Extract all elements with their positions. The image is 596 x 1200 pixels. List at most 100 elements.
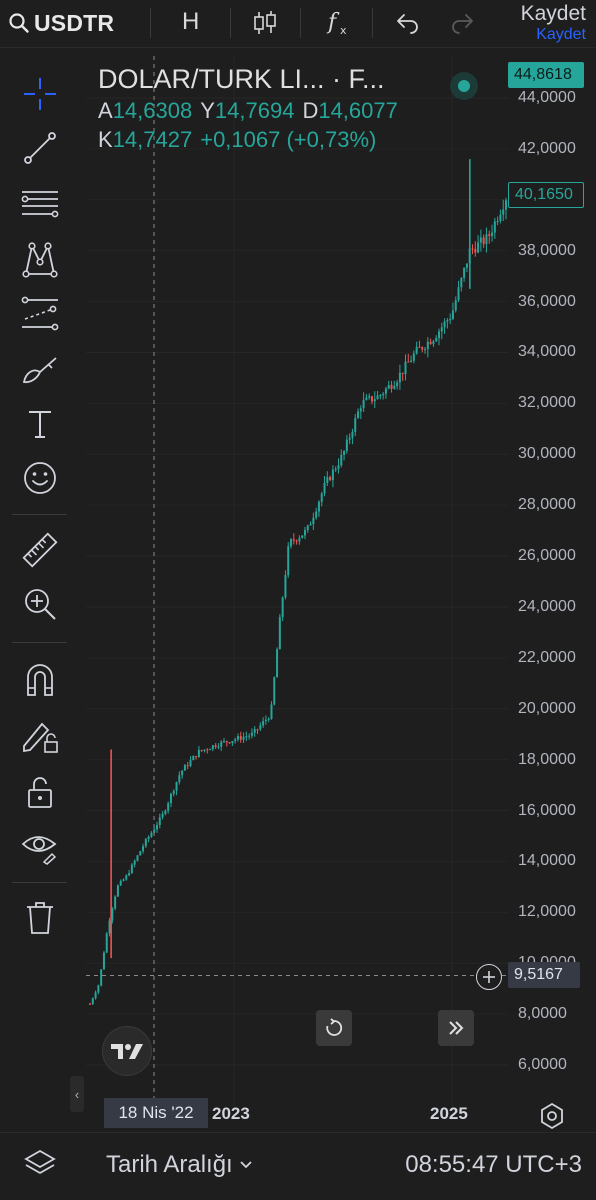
candle-body [384,388,387,394]
candle-body [144,839,147,847]
price-label: 18,0000 [518,750,576,768]
top-toolbar: USDTR H f x Kaydet Kaydet [0,0,596,48]
timezone-clock[interactable]: 08:55:47 UTC+3 [405,1151,582,1178]
tradingview-logo-icon [111,1044,143,1059]
candle-body [315,511,318,518]
double-chevron-right-icon [449,1021,464,1035]
candle-body [320,493,323,502]
candle-body [365,397,368,400]
chart-settings-button[interactable] [538,1102,566,1130]
save-button[interactable]: Kaydet Kaydet [521,2,586,44]
price-label: 38,0000 [518,241,576,259]
lock-drawing-tool[interactable] [16,712,64,760]
collapse-toolbar-button[interactable]: ‹ [70,1076,84,1112]
scroll-to-realtime-button[interactable] [438,1010,474,1046]
date-range-button[interactable]: Tarih Aralığı [106,1151,253,1179]
candle-body [270,704,273,719]
candle-body [306,525,309,531]
candle-body [128,873,131,876]
redo-button[interactable] [446,6,480,40]
candle-body [161,813,164,818]
candle-body [220,741,223,747]
candle-body [292,539,295,541]
price-label: 28,0000 [518,496,576,514]
toolbar-divider [12,514,67,515]
candle-body [451,310,454,319]
crosshair-tool[interactable] [16,70,64,118]
candle-body [150,832,153,837]
candle-body [317,501,320,512]
layers-icon [24,1149,56,1175]
price-label: 34,0000 [518,343,576,361]
fib-levels-icon [21,191,59,218]
candle-body [477,242,480,253]
hide-drawings-tool[interactable] [16,822,64,870]
candle-body [116,885,119,897]
trend-line-tool[interactable] [16,124,64,172]
candle-body [209,749,212,751]
last-price-tag: 40,1650 [508,182,584,208]
pattern-tool[interactable] [16,236,64,284]
lock-all-tool[interactable] [16,768,64,816]
candle-body [343,451,346,455]
candle-body [326,477,329,483]
tradingview-logo[interactable] [102,1026,152,1076]
brush-tool[interactable] [16,346,64,394]
forecast-tool[interactable] [16,290,64,338]
candle-body [122,879,125,881]
crosshair-time-tag: 18 Nis '22 [104,1098,208,1128]
candle-body [368,396,371,398]
emoji-icon [24,462,56,494]
lock-icon [28,777,52,808]
candle-body [463,267,466,279]
candle-body [312,517,315,525]
candle-body [102,952,105,970]
candle-body [407,361,410,363]
search-icon [9,13,29,33]
candle-body [133,860,136,865]
zoom-in-tool[interactable] [16,580,64,628]
candle-body [186,765,189,767]
reset-chart-button[interactable] [316,1010,352,1046]
market-status-icon[interactable] [450,72,478,100]
remove-drawings-tool[interactable] [16,894,64,942]
add-alert-button[interactable] [476,964,502,990]
candle-body [404,361,407,374]
candle-body [329,477,332,481]
undo-button[interactable] [390,6,424,40]
text-tool[interactable] [16,400,64,448]
candle-body [337,465,340,469]
candle-body [482,237,485,245]
candle-body [89,1003,91,1005]
toolbar-divider [300,8,301,38]
candle-body [267,718,270,720]
price-chart[interactable] [86,56,596,1132]
date-range-label: Tarih Aralığı [106,1151,233,1178]
indicators-button[interactable]: f x [322,6,356,40]
lock-drawing-icon [23,722,58,753]
emoji-tool[interactable] [16,454,64,502]
magnet-tool[interactable] [16,656,64,704]
svg-text:f: f [326,10,340,35]
chart-type-button[interactable] [248,6,282,40]
candle-body [136,855,139,861]
candle-body [491,232,494,236]
object-tree-button[interactable] [22,1147,58,1183]
candle-body [426,341,429,350]
candle-body [130,864,133,874]
svg-text:x: x [340,24,347,37]
candle-body [295,540,298,542]
time-label-2025: 2025 [430,1104,468,1123]
symbol-search-button[interactable]: USDTR [8,7,114,39]
timeframe-button[interactable]: H [182,8,200,35]
ruler-tool[interactable] [16,526,64,574]
candle-body [139,851,142,856]
candle-body [309,524,312,526]
crosshair-price-tag: 9,5167 [508,962,580,988]
candle-body [471,248,474,250]
legend-title[interactable]: DOLAR/TURK LI... · F... [98,64,385,94]
candle-body [465,263,468,268]
price-scale[interactable]: 44,000042,000040,000038,000036,000034,00… [508,56,596,1106]
fib-levels-tool[interactable] [16,180,64,228]
candle-body [354,418,357,432]
